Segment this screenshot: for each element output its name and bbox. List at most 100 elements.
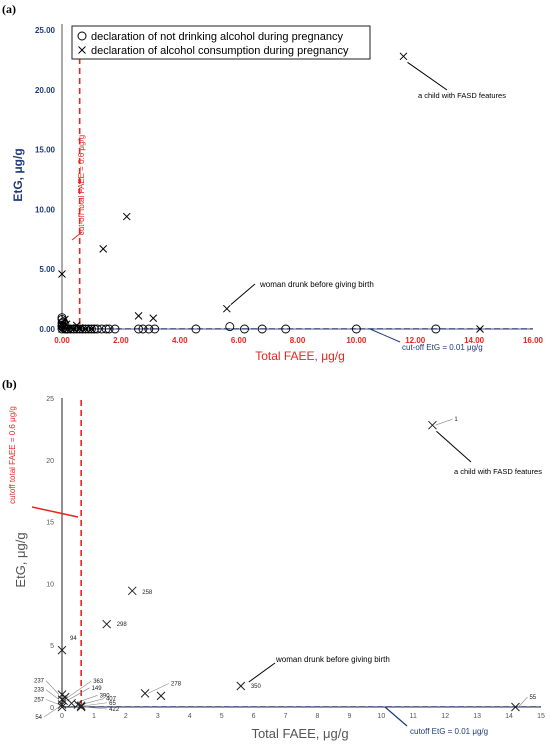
y-axis-title: EtG, μg/g (11, 148, 25, 201)
x-tick-label: 10.00 (346, 336, 367, 345)
x-axis-title: Total FAEE, μg/g (251, 726, 348, 741)
y-tick-label: 10.00 (35, 205, 56, 214)
data-point-cross (140, 689, 150, 698)
x-tick-label: 11 (410, 713, 417, 720)
x-tick-label: 15 (537, 713, 545, 720)
x-tick-label: 9 (347, 713, 351, 720)
x-tick-label: 5 (220, 713, 224, 720)
point-id-label: 390 (100, 693, 111, 699)
point-id-label: 422 (109, 707, 120, 713)
y-tick-label: 20.00 (35, 86, 56, 95)
data-point-cross (122, 212, 131, 221)
data-point-cross (75, 323, 84, 332)
x-tick-label: 2 (124, 713, 128, 720)
data-point-cross (58, 270, 66, 278)
point-id-label: 257 (34, 698, 45, 704)
x-axis-title: Total FAEE, μg/g (255, 349, 345, 363)
x-tick-label: 2.00 (113, 336, 129, 345)
x-tick-label: 6 (252, 713, 256, 720)
data-point-circle (225, 322, 235, 332)
x-tick-label: 10 (377, 713, 385, 720)
data-point-circle (89, 324, 99, 334)
data-point-cross (57, 700, 67, 709)
data-point-cross (57, 702, 67, 712)
point-label-leader (45, 699, 60, 705)
point-id-label: 55 (529, 695, 536, 701)
x-tick-label: 8 (316, 713, 320, 720)
y-tick-label: 5 (50, 643, 54, 650)
data-point-circle (138, 324, 148, 334)
data-point-cross (102, 619, 112, 629)
y-tick-label: 15 (46, 520, 54, 527)
x-tick-label: 14 (505, 713, 513, 720)
y-tick-label: 0 (50, 705, 54, 712)
y-tick-label: 15.00 (35, 146, 56, 155)
data-point-circle (66, 324, 76, 334)
x-tick-label: 14.00 (464, 336, 485, 345)
cutoff-faee-pointer (31, 506, 79, 518)
x-tick-label: 0 (60, 713, 64, 720)
data-point-circle (257, 324, 267, 334)
x-tick-label: 16.00 (523, 336, 544, 345)
point-label-leader (84, 706, 108, 710)
point-label-leader (45, 680, 60, 695)
data-point-circle (281, 324, 291, 334)
y-tick-label: 5.00 (39, 265, 55, 274)
point-id-label: 237 (34, 679, 45, 685)
point-id-label: 278 (171, 681, 182, 687)
data-point-cross (149, 314, 158, 323)
x-tick-label: 0.00 (54, 336, 70, 345)
data-point-cross (81, 325, 90, 333)
data-point-cross (99, 245, 108, 253)
annotation-pointer-drunk (248, 662, 276, 683)
data-point-cross (76, 701, 86, 711)
point-id-label: 1 (454, 417, 458, 423)
point-id-label: 258 (142, 590, 153, 596)
point-label-leader (45, 689, 60, 700)
point-id-label: 65 (109, 701, 116, 707)
y-tick-label: 20 (46, 458, 54, 465)
point-label-leader (74, 695, 98, 704)
point-label-leader (84, 702, 108, 707)
y-tick-label: 25 (46, 396, 54, 403)
x-tick-label: 12 (441, 713, 449, 720)
data-point-circle (75, 324, 85, 334)
data-point-circle (104, 324, 114, 334)
x-tick-label: 12.00 (405, 336, 426, 345)
x-tick-label: 4 (188, 713, 192, 720)
annotation-drunk: woman drunk before giving birth (275, 655, 390, 664)
annotation-fasd: a child with FASD features (454, 467, 542, 476)
point-label-leader (66, 687, 90, 702)
point-id-label: 298 (117, 622, 128, 628)
y-axis-title: EtG, μg/g (13, 532, 28, 587)
data-point-circle (144, 324, 154, 334)
data-point-cross (127, 586, 137, 596)
point-id-label: 350 (251, 684, 262, 690)
data-point-circle (101, 324, 111, 334)
legend-cross-marker (78, 46, 86, 54)
data-point-cross (87, 325, 96, 333)
data-point-cross (236, 681, 246, 691)
cutoff-etg-label: cut-off EtG = 0.01 μg/g (402, 343, 483, 352)
data-point-circle (351, 324, 361, 334)
x-tick-label: 13 (473, 713, 481, 720)
point-id-label: 363 (93, 679, 104, 685)
data-point-circle (191, 324, 201, 334)
data-point-circle (86, 324, 96, 334)
cutoff-faee-label: cutoff total FAEE = 0.6 μg/g (8, 406, 17, 504)
legend-label-not-drinking: declaration of not drinking alcohol duri… (91, 31, 343, 43)
cutoff-etg-label: cutoff EtG = 0.01 μg/g (410, 727, 488, 736)
x-tick-label: 7 (284, 713, 288, 720)
x-tick-label: 1 (92, 713, 96, 720)
point-id-label: 54 (35, 715, 42, 721)
data-point-cross (75, 325, 84, 333)
point-label-leader (147, 683, 170, 694)
point-id-label: 94 (70, 636, 77, 642)
cutoff-faee-label: cut-off total FAEE = 0.6 μg/g (77, 135, 86, 235)
annotation-pointer-drunk (230, 283, 256, 306)
x-tick-label: 4.00 (172, 336, 188, 345)
legend-label-drinking: declaration of alcohol consumption durin… (91, 45, 349, 57)
panel-a-label: (a) (2, 2, 16, 16)
